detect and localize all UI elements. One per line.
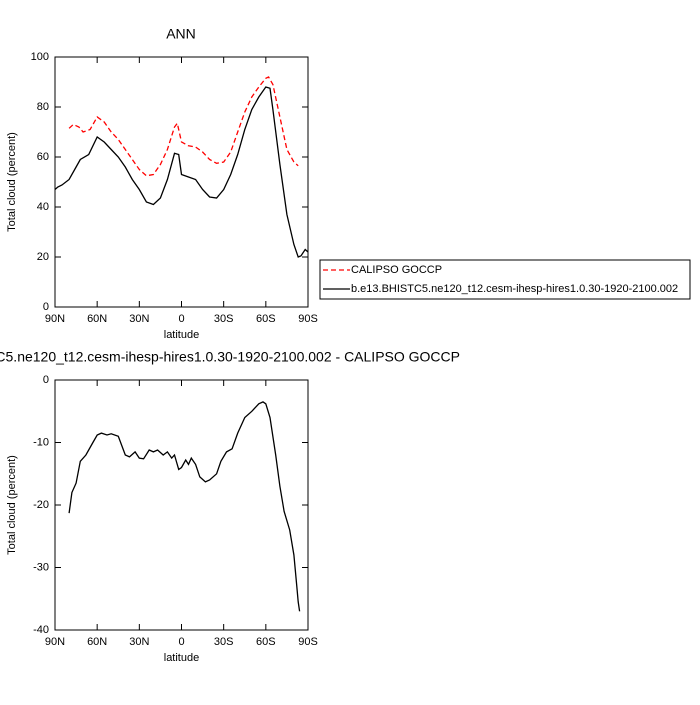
- x-tick-label: 90S: [298, 636, 318, 648]
- x-tick-label: 30N: [129, 636, 149, 648]
- y-tick-label: 80: [37, 101, 49, 113]
- y-tick-label: -30: [33, 561, 49, 573]
- chart-title: b.e13.BHISTC5.ne120_t12.cesm-ihesp-hires…: [0, 349, 460, 365]
- chart-title: ANN: [166, 26, 196, 42]
- legend-label: CALIPSO GOCCP: [351, 264, 442, 276]
- y-tick-label: 100: [31, 51, 49, 63]
- data-line: [68, 76, 299, 177]
- y-tick-label: -20: [33, 499, 49, 511]
- x-tick-label: 90N: [45, 313, 65, 325]
- x-tick-label: 90S: [298, 313, 318, 325]
- y-tick-label: 60: [37, 151, 49, 163]
- x-tick-label: 0: [178, 313, 184, 325]
- x-tick-label: 30S: [214, 636, 234, 648]
- y-tick-label: 0: [43, 301, 49, 313]
- x-tick-label: 30S: [214, 313, 234, 325]
- x-axis-label: latitude: [164, 652, 199, 664]
- y-tick-label: 20: [37, 251, 49, 263]
- x-tick-label: 60S: [256, 313, 276, 325]
- x-tick-label: 30N: [129, 313, 149, 325]
- x-tick-label: 90N: [45, 636, 65, 648]
- legend-label: b.e13.BHISTC5.ne120_t12.cesm-ihesp-hires…: [351, 283, 678, 295]
- y-axis-label: Total cloud (percent): [6, 132, 18, 232]
- x-tick-label: 0: [178, 636, 184, 648]
- y-tick-label: 40: [37, 201, 49, 213]
- y-tick-label: -10: [33, 436, 49, 448]
- x-tick-label: 60N: [87, 636, 107, 648]
- y-axis-label: Total cloud (percent): [6, 455, 18, 555]
- x-tick-label: 60S: [256, 636, 276, 648]
- legend: CALIPSO GOCCP b.e13.BHISTC5.ne120_t12.ces…: [319, 259, 691, 300]
- data-line: [68, 401, 301, 612]
- data-line: [54, 86, 309, 258]
- x-axis-label: latitude: [164, 329, 199, 341]
- y-tick-label: 0: [43, 374, 49, 386]
- legend-box: [319, 259, 691, 300]
- y-tick-label: -40: [33, 624, 49, 636]
- x-tick-label: 60N: [87, 313, 107, 325]
- plot-frame: [54, 56, 309, 308]
